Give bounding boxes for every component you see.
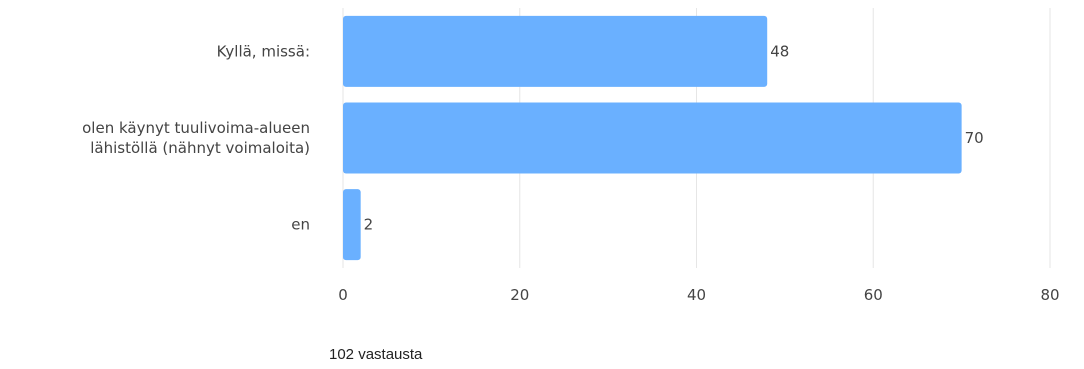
bar[interactable] xyxy=(343,102,962,174)
x-tick-label: 0 xyxy=(338,286,348,304)
data-label: 70 xyxy=(965,129,984,147)
bar[interactable] xyxy=(343,15,768,87)
x-tick-label: 40 xyxy=(687,286,706,304)
data-label: 48 xyxy=(770,42,789,60)
category-label: olen käynyt tuulivoima-alueen lähistöllä … xyxy=(82,119,310,157)
category-label: Kyllä, missä: xyxy=(217,42,310,60)
x-tick-label: 60 xyxy=(864,286,883,304)
category-label: en xyxy=(291,216,310,234)
x-tick-label: 80 xyxy=(1040,286,1059,304)
bar[interactable] xyxy=(343,189,361,261)
data-label: 2 xyxy=(364,216,374,234)
x-tick-label: 20 xyxy=(510,286,529,304)
response-count: 102 vastausta xyxy=(329,346,423,363)
